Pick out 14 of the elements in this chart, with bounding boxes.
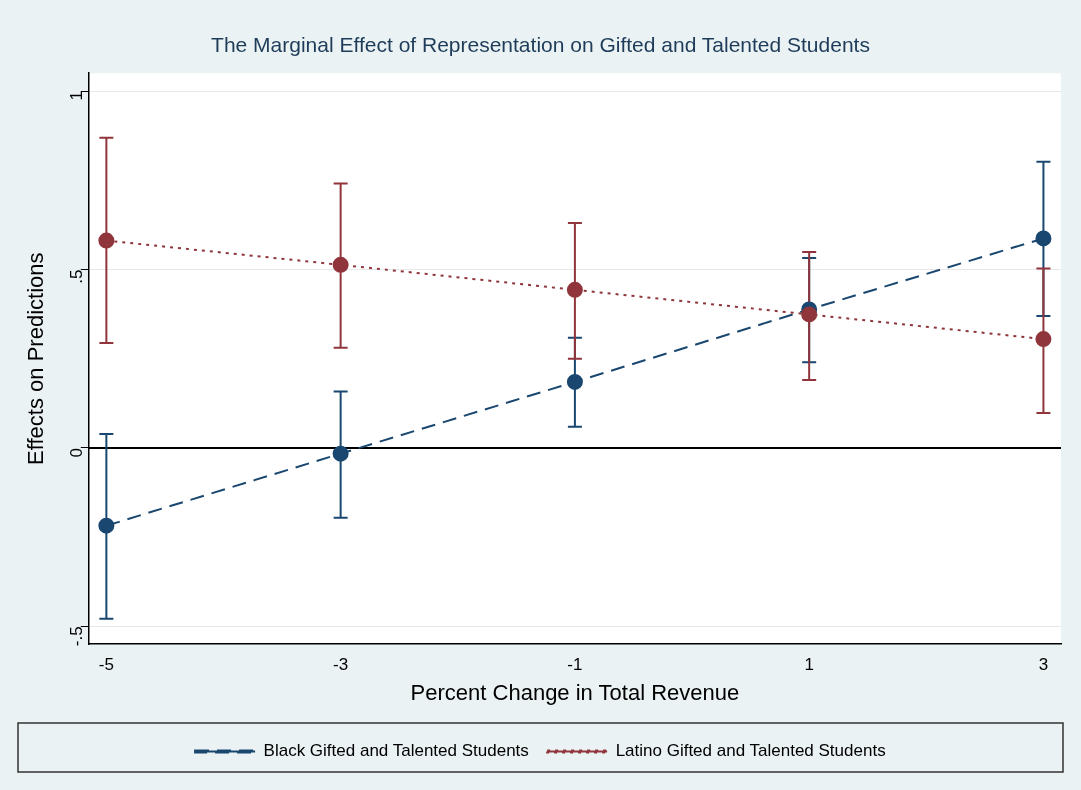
y-tick-label: -.5 [67, 626, 87, 647]
x-axis-title: Percent Change in Total Revenue [410, 679, 740, 705]
legend-label: Black Gifted and Talented Students [263, 741, 529, 761]
x-tick-label: -3 [333, 655, 349, 675]
y-axis-title: Effects on Predictions [23, 252, 49, 465]
legend-label: Latino Gifted and Talented Students [615, 741, 886, 761]
y-tick-label: 0 [67, 447, 87, 458]
y-tick-label: .5 [67, 269, 87, 284]
x-tick-label: -5 [98, 655, 114, 675]
y-tick-label: 1 [67, 91, 87, 101]
x-tick-label: -1 [567, 655, 583, 675]
x-tick-label: 1 [804, 655, 814, 675]
chart-title: The Marginal Effect of Representation on Gifted and Talented Students [211, 33, 870, 57]
x-tick-label: 3 [1038, 655, 1049, 675]
